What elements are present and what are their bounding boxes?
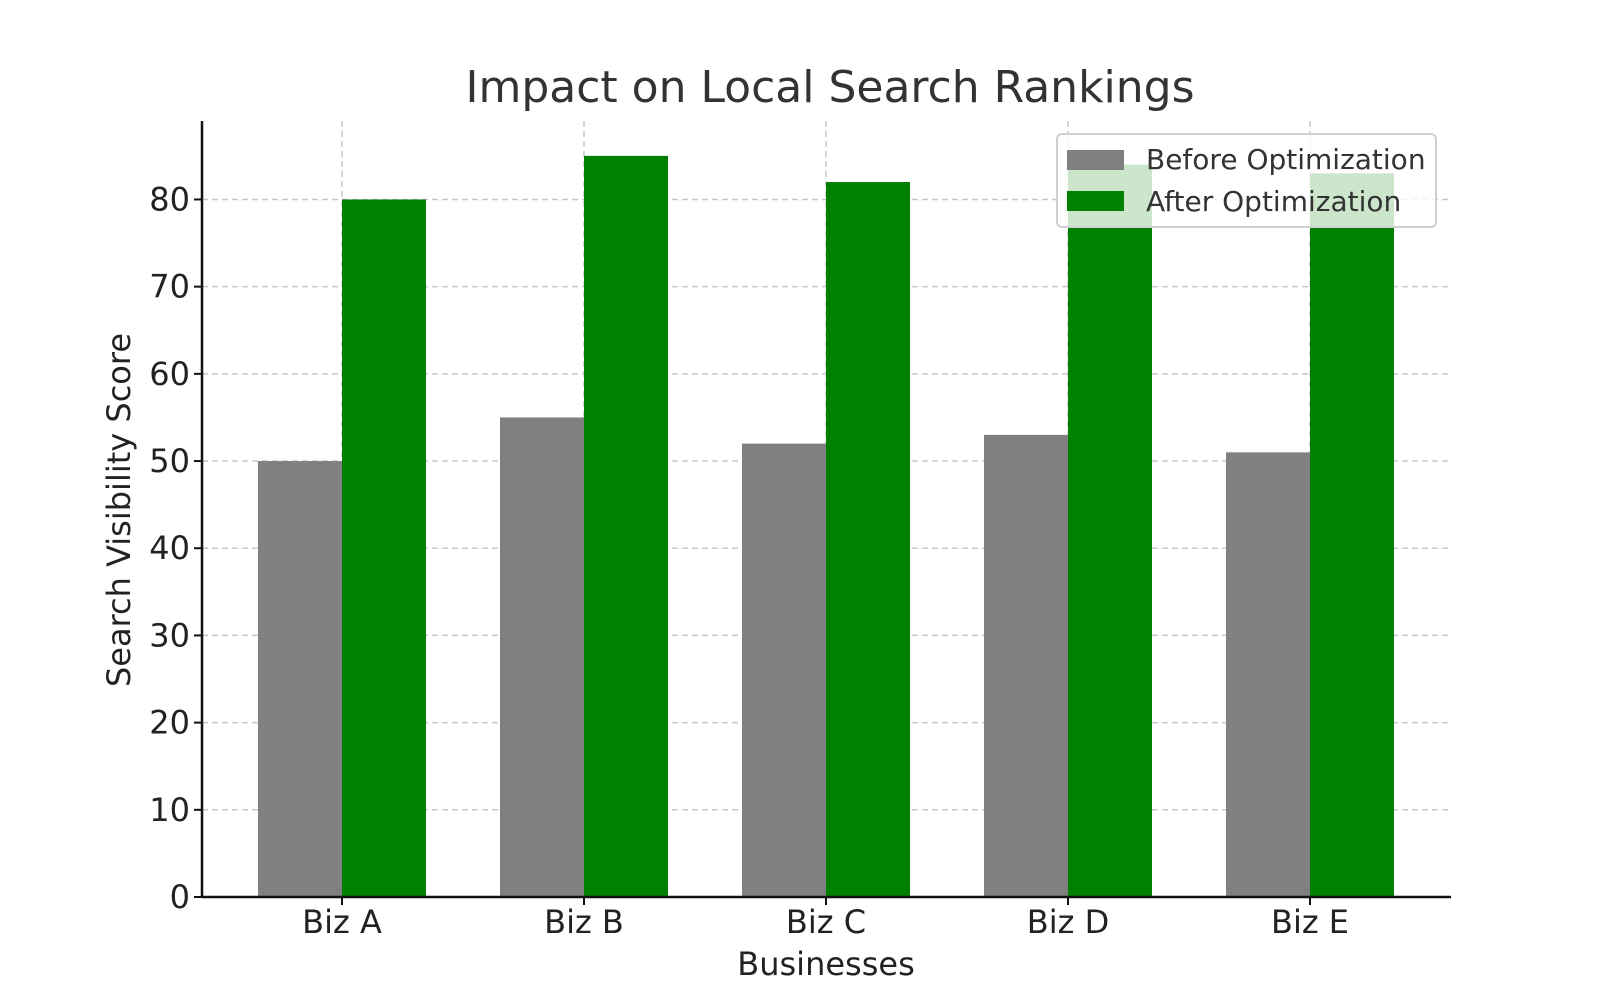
x-tick-label: Biz C xyxy=(786,903,866,941)
bar-after-biz-d xyxy=(1068,164,1152,897)
legend-swatch-after xyxy=(1067,191,1124,211)
x-ticks: Biz A Biz B Biz C Biz D Biz E xyxy=(302,897,1349,941)
y-ticks: 0 10 20 30 40 50 60 70 80 xyxy=(149,180,202,916)
y-tick-label: 50 xyxy=(149,442,190,480)
chart-title: Impact on Local Search Rankings xyxy=(465,62,1194,113)
y-tick-label: 80 xyxy=(149,180,190,218)
legend-label-after: After Optimization xyxy=(1146,185,1401,218)
y-tick-label: 10 xyxy=(149,791,190,829)
legend: Before Optimization After Optimization xyxy=(1056,133,1437,228)
legend-box xyxy=(1056,133,1437,228)
x-tick-label: Biz A xyxy=(302,903,382,941)
x-tick-label: Biz E xyxy=(1271,903,1349,941)
y-tick-label: 40 xyxy=(149,529,190,567)
bar-after-biz-a xyxy=(342,199,426,897)
y-tick-label: 70 xyxy=(149,268,190,306)
bar-after-biz-c xyxy=(826,182,910,898)
bar-after-biz-b xyxy=(584,155,668,897)
bar-before-biz-d xyxy=(984,434,1068,897)
legend-label-before: Before Optimization xyxy=(1146,143,1426,176)
x-axis-title: Businesses xyxy=(737,945,914,983)
bars xyxy=(258,155,1394,898)
x-tick-label: Biz D xyxy=(1027,903,1109,941)
bar-after-biz-e xyxy=(1310,173,1394,898)
bar-before-biz-b xyxy=(500,417,584,897)
y-axis-title: Search Visibility Score xyxy=(100,333,138,687)
bar-before-biz-a xyxy=(258,461,342,897)
y-tick-label: 20 xyxy=(149,704,190,742)
y-tick-label: 30 xyxy=(149,616,190,654)
y-tick-label: 0 xyxy=(170,878,190,916)
legend-swatch-before xyxy=(1067,150,1124,170)
x-tick-label: Biz B xyxy=(544,903,624,941)
bar-before-biz-c xyxy=(742,443,826,897)
y-tick-label: 60 xyxy=(149,355,190,393)
bar-before-biz-e xyxy=(1226,452,1310,897)
